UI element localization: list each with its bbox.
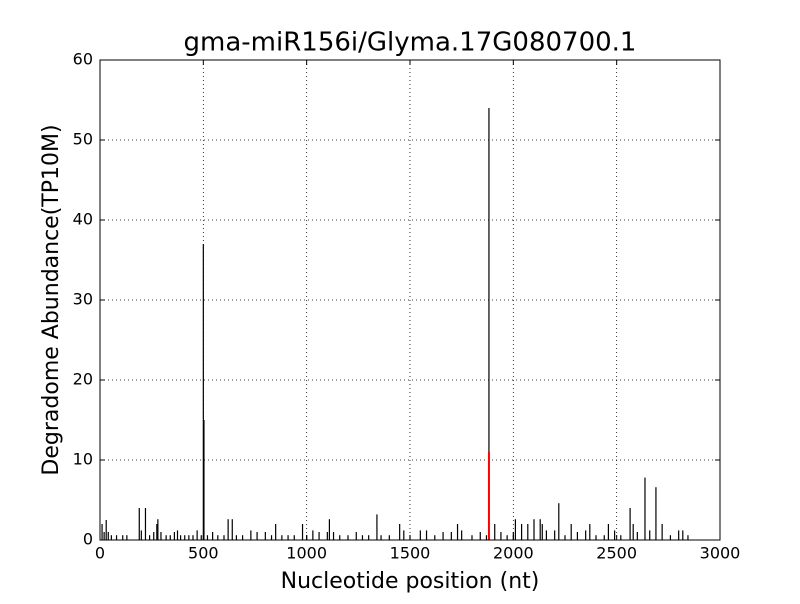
y-tick-label: 10 [73, 450, 93, 469]
x-tick-label: 1000 [286, 544, 327, 563]
y-tick-label: 30 [73, 290, 93, 309]
x-tick-label: 1500 [390, 544, 431, 563]
x-axis-label: Nucleotide position (nt) [281, 569, 540, 594]
y-tick-label: 60 [73, 50, 93, 69]
x-tick-label: 0 [95, 544, 105, 563]
x-tick-label: 2000 [493, 544, 534, 563]
y-tick-label: 20 [73, 370, 93, 389]
chart-title: gma-miR156i/Glyma.17G080700.1 [184, 28, 637, 58]
plot-frame [99, 59, 721, 541]
y-tick-label: 40 [73, 210, 93, 229]
x-tick-label: 3000 [700, 544, 741, 563]
y-tick-label: 0 [83, 530, 93, 549]
x-tick-label: 2500 [596, 544, 637, 563]
y-tick-label: 50 [73, 130, 93, 149]
y-axis-label: Degradome Abundance(TP10M) [39, 124, 64, 475]
x-tick-label: 500 [188, 544, 219, 563]
